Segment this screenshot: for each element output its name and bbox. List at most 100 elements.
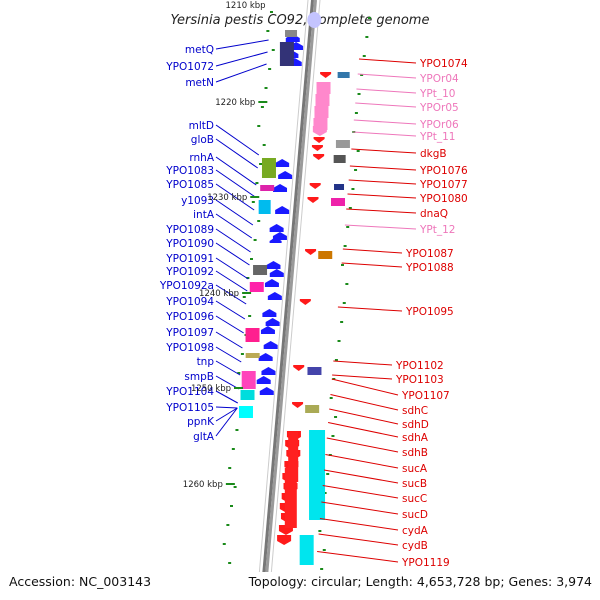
feature-block: [335, 140, 350, 148]
forward-gene-arrow: [265, 318, 280, 326]
right-gene-label: YPOr04: [419, 73, 459, 85]
right-leader-line: [353, 119, 417, 125]
left-gene-label: mltD: [189, 120, 214, 132]
left-gene-label: YPO1072: [165, 61, 214, 73]
left-gene-label: YPO1089: [165, 224, 214, 236]
scale-label: 1240 kbp: [199, 289, 239, 299]
left-leader-line: [215, 390, 238, 404]
accession-text: Accession: NC_003143: [9, 574, 151, 589]
left-gene-label: YPO1092: [165, 266, 214, 278]
right-gene-label: sucA: [402, 463, 428, 475]
reverse-gene-arrow: [311, 145, 323, 151]
right-gene-label: YPO1074: [419, 58, 468, 70]
left-leader-line: [215, 407, 238, 422]
forward-gene-arrow: [269, 224, 284, 232]
right-gene-label: YPt_12: [419, 224, 455, 236]
right-gene-label: sdhA: [402, 432, 429, 444]
reverse-gene-arrow: [305, 249, 317, 255]
left-gene-label: ppnK: [187, 416, 215, 428]
forward-gene-arrow: [258, 353, 273, 361]
feature-block: [240, 390, 255, 400]
right-leader-line: [344, 224, 417, 230]
right-leader-line: [323, 469, 399, 484]
top-feature: [307, 12, 322, 28]
forward-gene-arrow: [269, 269, 284, 277]
right-leader-line: [325, 454, 399, 469]
forward-gene-arrow: [259, 387, 274, 395]
left-gene-label: YPO1085: [165, 179, 214, 191]
feature-block: [333, 155, 346, 163]
right-leader-line: [322, 485, 399, 499]
reverse-gene-arrow: [277, 535, 292, 545]
right-leader-line: [355, 102, 417, 108]
left-gene-label: metQ: [185, 44, 214, 56]
left-gene-label: YPO1094: [165, 296, 214, 308]
forward-gene-arrow: [256, 376, 271, 384]
reverse-gene-arrow: [293, 365, 305, 371]
left-leader-line: [215, 375, 240, 390]
right-gene-label: sucB: [402, 478, 427, 490]
leader-line-layer: [215, 39, 417, 563]
left-gene-label: YPO1091: [165, 253, 214, 265]
right-leader-line: [330, 394, 399, 411]
right-leader-line: [329, 408, 399, 425]
right-gene-label: YPOr05: [419, 102, 459, 114]
forward-gene-arrow: [266, 261, 281, 269]
scale-label: 1250 kbp: [191, 384, 231, 394]
right-leader-line: [332, 374, 393, 380]
forward-gene-arrow: [261, 367, 276, 375]
left-leader-line: [215, 156, 257, 186]
left-gene-label: tnp: [197, 356, 215, 368]
forward-gene-arrow: [269, 237, 282, 243]
left-leader-line: [215, 183, 255, 211]
feature-block: [331, 198, 345, 206]
right-gene-label: YPt_11: [419, 131, 455, 143]
left-gene-label: metN: [185, 77, 214, 89]
left-leader-line: [215, 199, 254, 226]
scale-label: 1260 kbp: [183, 480, 223, 490]
right-leader-line: [356, 88, 417, 94]
feature-block: [258, 200, 271, 214]
backbone-strand: [263, 0, 317, 600]
right-gene-label: sucD: [402, 509, 428, 521]
right-leader-line: [327, 422, 399, 438]
reverse-gene-arrow: [312, 126, 327, 136]
right-gene-label: YPO1103: [395, 374, 444, 386]
feature-block: [245, 353, 260, 358]
right-leader-line: [352, 131, 417, 137]
reverse-gene-arrow: [309, 183, 321, 189]
right-leader-line: [358, 58, 417, 64]
backbone-strand: [260, 0, 314, 600]
right-leader-line: [349, 165, 417, 171]
left-gene-label: YPO1092a: [159, 280, 214, 292]
right-leader-line: [318, 533, 399, 546]
feature-block: [305, 405, 320, 413]
left-leader-line: [215, 300, 246, 320]
left-leader-line: [215, 228, 251, 253]
right-gene-label: cydA: [402, 525, 429, 537]
right-gene-label: YPO1119: [401, 557, 450, 569]
right-gene-label: sdhD: [402, 419, 429, 431]
right-gene-label: sucC: [402, 493, 427, 505]
feature-block: [238, 406, 253, 418]
right-leader-line: [346, 208, 417, 214]
right-leader-line: [326, 437, 399, 453]
right-leader-line: [331, 378, 399, 396]
reverse-gene-arrow: [292, 402, 304, 408]
footer-background: [0, 572, 600, 600]
right-gene-label: YPO1076: [419, 165, 468, 177]
scale-label-top: 1210 kbp: [226, 1, 266, 11]
operon-block: [288, 432, 299, 482]
right-gene-label: YPt_10: [419, 88, 455, 100]
left-gene-label: YPO1105: [165, 402, 214, 414]
left-gene-label: y1093: [181, 195, 214, 207]
left-gene-label: YPO1104: [165, 386, 214, 398]
operon-block: [299, 535, 314, 565]
rna-block: [314, 106, 329, 118]
left-leader-line: [215, 346, 242, 363]
feature-block: [279, 42, 294, 66]
right-leader-line: [319, 518, 399, 531]
forward-gene-arrow: [264, 279, 279, 287]
right-gene-label: YPO1088: [405, 262, 454, 274]
